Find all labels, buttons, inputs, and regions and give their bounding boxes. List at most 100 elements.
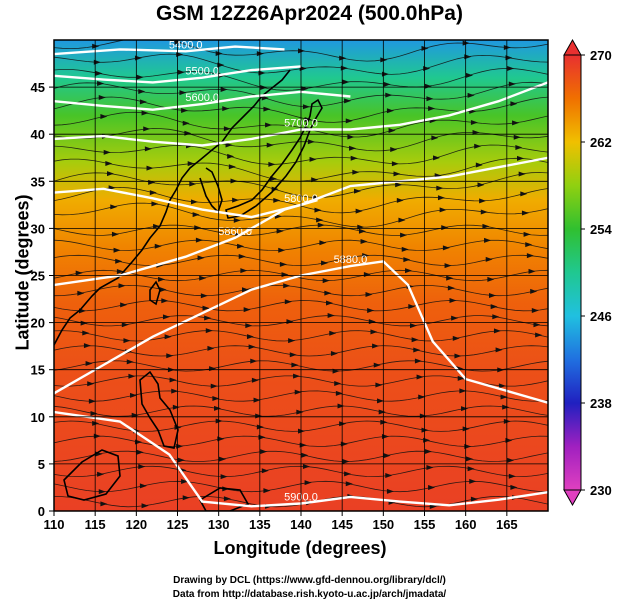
- streamline-arrow: [256, 51, 264, 57]
- streamline-arrow: [263, 106, 271, 112]
- colorbar-tick-label: 230: [590, 483, 612, 498]
- streamline-arrow: [451, 315, 459, 321]
- streamline-arrow: [113, 247, 121, 253]
- streamline-arrow: [424, 448, 432, 454]
- streamline-arrow: [426, 96, 434, 102]
- streamline-arrow: [268, 161, 276, 167]
- streamline-arrow: [329, 330, 337, 336]
- streamline-arrow: [316, 217, 324, 223]
- streamline-arrow: [469, 478, 477, 484]
- streamline-arrow: [383, 81, 391, 87]
- streamline-arrow: [82, 330, 90, 336]
- streamline-arrow: [324, 290, 332, 296]
- streamline-arrow: [365, 292, 373, 298]
- streamline-arrow: [485, 256, 493, 262]
- streamline-arrow: [515, 145, 523, 151]
- streamline-arrow: [444, 263, 452, 269]
- streamline-arrow: [454, 353, 462, 359]
- streamline-arrow: [263, 488, 271, 494]
- y-axis-ticks: 0 5 10 15 20 25 30 35 40 45: [31, 80, 54, 519]
- streamline-arrow: [462, 40, 470, 46]
- streamline-arrow: [480, 209, 488, 215]
- streamline-arrow: [449, 297, 457, 303]
- streamline-arrow: [393, 171, 401, 177]
- streamline-arrow: [242, 287, 250, 293]
- y-tick-label: 20: [31, 316, 45, 331]
- streamline-arrow: [467, 92, 475, 98]
- x-tick-label: 120: [125, 517, 147, 532]
- streamline-arrow: [190, 199, 198, 205]
- streamline-arrow: [294, 389, 302, 395]
- streamline-arrow: [431, 135, 439, 141]
- streamline-arrow: [421, 45, 429, 51]
- streamline-arrow: [158, 276, 166, 282]
- streamline-arrow: [490, 304, 498, 310]
- streamline-arrow: [261, 468, 269, 474]
- streamline-arrow: [88, 398, 96, 404]
- contour-label: 5600.0: [185, 92, 219, 104]
- colorbar-tick-label: 270: [590, 48, 612, 63]
- streamline-arrow: [479, 198, 487, 204]
- streamline-arrow: [309, 156, 317, 162]
- streamline-arrow: [493, 328, 501, 334]
- streamline-arrow: [495, 347, 503, 353]
- y-tick-label: 10: [31, 410, 45, 425]
- streamline-arrow: [283, 283, 291, 289]
- streamline-arrow: [151, 201, 159, 207]
- streamline-arrow: [372, 343, 380, 349]
- streamline-arrow: [278, 247, 286, 253]
- streamline-arrow: [265, 122, 273, 128]
- streamline-arrow: [500, 394, 508, 400]
- streamline-arrow: [413, 347, 421, 353]
- x-axis-label: Longitude (degrees): [213, 538, 387, 558]
- streamline-arrow: [388, 127, 396, 133]
- streamline-arrow: [136, 74, 144, 80]
- x-tick-label: 150: [372, 517, 394, 532]
- x-tick-label: 125: [167, 517, 189, 532]
- streamline-arrow: [355, 208, 363, 214]
- streamline-arrow: [289, 352, 297, 358]
- streamline-arrow: [385, 92, 393, 98]
- streamline-arrow: [390, 147, 398, 153]
- streamline-arrow: [75, 270, 83, 276]
- streamline-arrow: [398, 217, 406, 223]
- streamline-arrow: [248, 344, 256, 350]
- coastline-taiwan: [149, 280, 161, 306]
- streamline-arrow: [345, 118, 353, 124]
- streamline-arrow: [377, 398, 385, 404]
- x-tick-label: 110: [44, 517, 65, 532]
- streamline-arrow: [352, 169, 360, 175]
- streamline-arrow: [220, 86, 228, 92]
- streamline-arrow: [110, 204, 118, 210]
- streamline-arrow: [526, 253, 534, 259]
- streamline-arrow: [246, 334, 254, 340]
- streamline-arrow: [210, 383, 218, 389]
- streamline-arrow: [530, 288, 538, 294]
- streamline-arrow: [375, 382, 383, 388]
- contour-label: 5500.0: [185, 66, 219, 78]
- streamline-arrow: [223, 126, 231, 132]
- streamline-arrow: [383, 453, 391, 459]
- streamline-arrow: [487, 276, 495, 282]
- streamline-arrow: [498, 383, 506, 389]
- streamline-arrow: [507, 65, 515, 71]
- streamline-arrow: [513, 134, 521, 140]
- colorbar-tick-label: 254: [590, 222, 612, 237]
- height-contour: [54, 198, 318, 287]
- streamline-arrow: [347, 134, 355, 140]
- streamline-arrow: [395, 182, 403, 188]
- streamline-arrow: [350, 155, 358, 161]
- streamline-arrow: [342, 459, 350, 465]
- streamline-arrow: [169, 377, 177, 383]
- streamline-arrow: [472, 129, 480, 135]
- coastline-philippines: [139, 370, 179, 449]
- streamline-arrow: [98, 489, 106, 495]
- streamline-arrow: [212, 396, 220, 402]
- streamline-arrow: [373, 362, 381, 368]
- streamline-arrow: [470, 120, 478, 126]
- streamline-arrow: [253, 397, 261, 403]
- streamline-arrow: [98, 94, 106, 100]
- streamline-arrow: [411, 337, 419, 343]
- streamline-arrow: [97, 471, 105, 477]
- streamline-arrow: [428, 485, 436, 491]
